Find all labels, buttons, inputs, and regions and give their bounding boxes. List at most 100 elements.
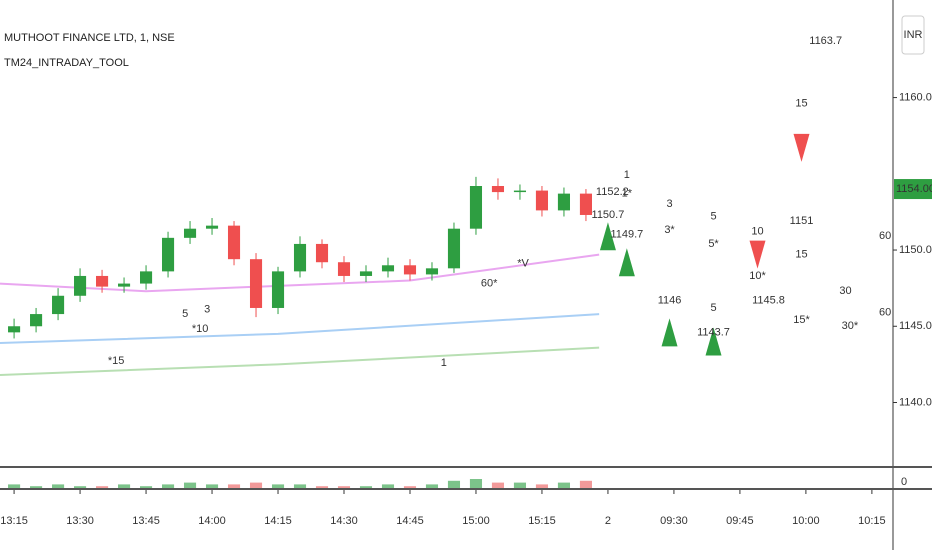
candle-body: [74, 275, 87, 296]
signal-arrow: [749, 240, 766, 269]
currency-label: INR: [904, 29, 923, 41]
x-tick-label: 09:45: [726, 515, 754, 527]
candle-body: [161, 237, 175, 272]
annotation: 30: [839, 285, 851, 297]
volume-bar: [205, 484, 219, 488]
volume-bar: [315, 486, 329, 488]
candle-body: [30, 314, 43, 327]
candle-body: [403, 265, 417, 275]
volume-tick-label: 0: [901, 476, 907, 488]
annotation: 30*: [842, 320, 859, 332]
y-tick-label: 1160.00: [899, 91, 932, 103]
candle-body: [183, 228, 197, 238]
volume-bar: [403, 486, 417, 488]
annotation: 1143.7: [697, 326, 730, 338]
volume-bar: [8, 484, 21, 488]
signal-arrow: [599, 222, 616, 251]
volume-bar: [425, 484, 439, 488]
x-tick-label: 14:45: [396, 515, 424, 527]
x-tick-label: 14:15: [264, 515, 292, 527]
moving-average: [0, 313, 600, 345]
annotation: 5: [710, 210, 716, 222]
volume-bar: [74, 486, 87, 488]
last-price-label: 1154.00: [896, 183, 932, 195]
candle-body: [579, 193, 592, 215]
y-tick-label: 1145.00: [899, 320, 932, 332]
volume-bar: [161, 484, 175, 488]
candle-body: [359, 271, 373, 276]
annotation: 1: [441, 357, 447, 369]
annotation: 1152.2: [596, 186, 629, 198]
candle-body: [271, 271, 285, 308]
x-tick-label: 10:00: [792, 515, 820, 527]
x-tick-label: 2: [605, 515, 611, 527]
annotation: 60*: [481, 277, 498, 289]
volume-bar: [491, 482, 505, 488]
x-tick-label: 09:30: [660, 515, 688, 527]
volume-bar: [337, 486, 351, 488]
candle-body: [293, 243, 307, 272]
annotation: 60: [879, 306, 891, 318]
signal-arrow: [705, 327, 722, 356]
volume-bar: [381, 484, 395, 488]
annotation: 1145.8: [752, 294, 785, 306]
annotation: 1*: [622, 188, 633, 200]
volume-bar: [227, 484, 241, 488]
signal-arrow: [793, 133, 810, 162]
candle-body: [535, 190, 549, 211]
x-tick-label: 13:30: [66, 515, 94, 527]
volume-bar: [557, 482, 571, 488]
candle-body: [469, 186, 483, 229]
x-tick-label: 13:15: [0, 515, 28, 527]
volume-bar: [513, 482, 527, 488]
y-tick-label: 1150.00: [899, 244, 932, 256]
x-tick-label: 15:15: [528, 515, 556, 527]
annotation: 1: [624, 169, 630, 181]
annotation: 1163.7: [809, 35, 842, 47]
signal-arrow: [618, 248, 635, 277]
annotation: *10: [192, 323, 209, 335]
volume-bar: [96, 486, 109, 488]
candle-body: [139, 271, 153, 284]
x-tick-label: 15:00: [462, 515, 490, 527]
annotation: *15: [108, 355, 125, 367]
volume-bar: [579, 480, 592, 488]
annotation: 10*: [749, 270, 766, 282]
annotation: 3*: [664, 224, 675, 236]
candle-body: [205, 225, 219, 229]
volume-bar: [118, 484, 131, 488]
last-price-badge: [894, 179, 932, 200]
annotation: 1146: [658, 294, 682, 306]
annotation: 10: [751, 226, 763, 238]
volume-bar: [535, 484, 549, 488]
candle-body: [447, 228, 461, 269]
candle-body: [425, 268, 439, 275]
moving-average: [0, 346, 600, 377]
volume-bar: [359, 486, 373, 488]
x-tick-label: 13:45: [132, 515, 160, 527]
signal-arrow: [661, 318, 678, 347]
annotation: 60: [879, 230, 891, 242]
annotation: 3: [204, 303, 210, 315]
annotation: 15*: [793, 314, 810, 326]
x-tick-label: 14:30: [330, 515, 358, 527]
candle-body: [315, 243, 329, 263]
annotation: 15: [795, 249, 807, 261]
candle-body: [337, 262, 351, 276]
volume-bar: [139, 486, 153, 488]
annotation: 1151: [790, 215, 814, 227]
candle-body: [249, 259, 263, 308]
volume-bar: [249, 482, 263, 488]
annotation: 5*: [708, 238, 719, 250]
y-tick-label: 1140.00: [899, 396, 932, 408]
volume-bar: [271, 484, 285, 488]
volume-bar: [293, 484, 307, 488]
candle-body: [118, 283, 131, 287]
candle-body: [52, 295, 65, 315]
volume-bar: [183, 482, 197, 488]
candle-body: [227, 225, 241, 260]
currency-button[interactable]: [901, 15, 925, 55]
volume-bar: [52, 484, 65, 488]
